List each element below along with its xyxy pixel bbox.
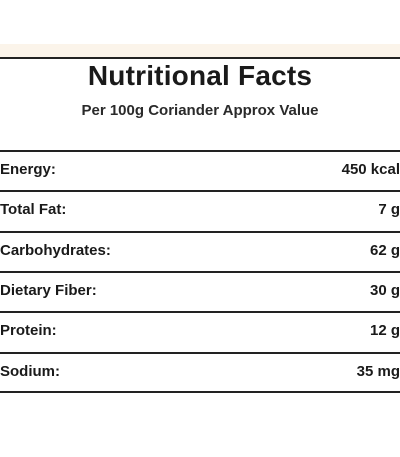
row-label: Carbohydrates: xyxy=(0,241,111,259)
nutrition-panel xyxy=(0,57,400,393)
row-value: 7 g xyxy=(378,201,400,219)
table-row: Sodium: 35 mg xyxy=(0,351,400,392)
row-value: 30 g xyxy=(369,281,400,299)
table-row: Dietary Fiber: 30 g xyxy=(0,270,400,311)
table-row: Energy: 450 kcal xyxy=(0,150,400,190)
row-value: 62 g xyxy=(369,241,400,259)
table-row: Protein: 12 g xyxy=(0,311,400,351)
top-band xyxy=(0,44,400,57)
row-label: Energy: xyxy=(0,161,56,178)
row-value: 450 kcal xyxy=(341,161,400,178)
row-label: Sodium: xyxy=(0,362,60,380)
row-value: 12 g xyxy=(369,322,400,340)
row-value: 35 mg xyxy=(356,362,400,380)
row-label: Dietary Fiber: xyxy=(0,281,97,299)
table-row: Carbohydrates: 62 g xyxy=(0,230,400,271)
table-row: Total Fat: 7 g xyxy=(0,190,400,230)
subtitle: Per 100g Coriander Approx Value xyxy=(81,102,319,119)
row-label: Protein: xyxy=(0,322,57,340)
title: Nutritional Facts xyxy=(87,60,313,91)
row-label: Total Fat: xyxy=(0,201,67,219)
